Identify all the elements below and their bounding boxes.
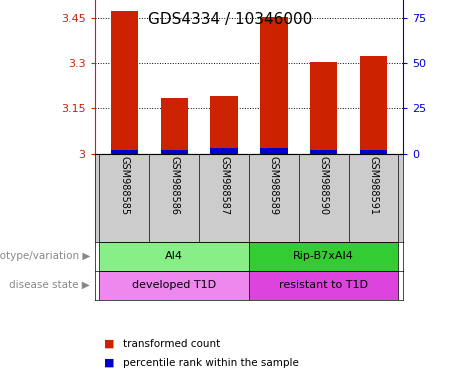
Bar bbox=[160, 150, 188, 154]
Bar bbox=[111, 150, 138, 154]
Text: percentile rank within the sample: percentile rank within the sample bbox=[123, 358, 299, 368]
Text: GSM988590: GSM988590 bbox=[319, 156, 329, 215]
Text: disease state ▶: disease state ▶ bbox=[9, 280, 90, 290]
Text: genotype/variation ▶: genotype/variation ▶ bbox=[0, 251, 90, 262]
Bar bbox=[249, 271, 398, 300]
Bar bbox=[160, 98, 188, 154]
Bar bbox=[260, 148, 288, 154]
Text: GSM988591: GSM988591 bbox=[368, 156, 378, 215]
Bar bbox=[249, 242, 398, 271]
Bar bbox=[210, 96, 238, 154]
Text: ■: ■ bbox=[104, 358, 114, 368]
Text: GDS4334 / 10346000: GDS4334 / 10346000 bbox=[148, 12, 313, 26]
Bar bbox=[100, 242, 249, 271]
Bar bbox=[310, 62, 337, 154]
Bar bbox=[210, 148, 238, 154]
Bar bbox=[100, 271, 249, 300]
Text: GSM988587: GSM988587 bbox=[219, 156, 229, 215]
Text: GSM988586: GSM988586 bbox=[169, 156, 179, 215]
Text: resistant to T1D: resistant to T1D bbox=[279, 280, 368, 290]
Text: GSM988585: GSM988585 bbox=[119, 156, 130, 215]
Bar bbox=[310, 150, 337, 154]
Text: transformed count: transformed count bbox=[123, 339, 220, 349]
Text: GSM988589: GSM988589 bbox=[269, 156, 279, 215]
Bar bbox=[111, 11, 138, 154]
Text: AI4: AI4 bbox=[165, 251, 183, 262]
Text: ■: ■ bbox=[104, 339, 114, 349]
Bar bbox=[360, 56, 387, 154]
Text: Rip-B7xAI4: Rip-B7xAI4 bbox=[293, 251, 354, 262]
Text: developed T1D: developed T1D bbox=[132, 280, 216, 290]
Bar bbox=[360, 150, 387, 154]
Bar bbox=[260, 17, 288, 154]
